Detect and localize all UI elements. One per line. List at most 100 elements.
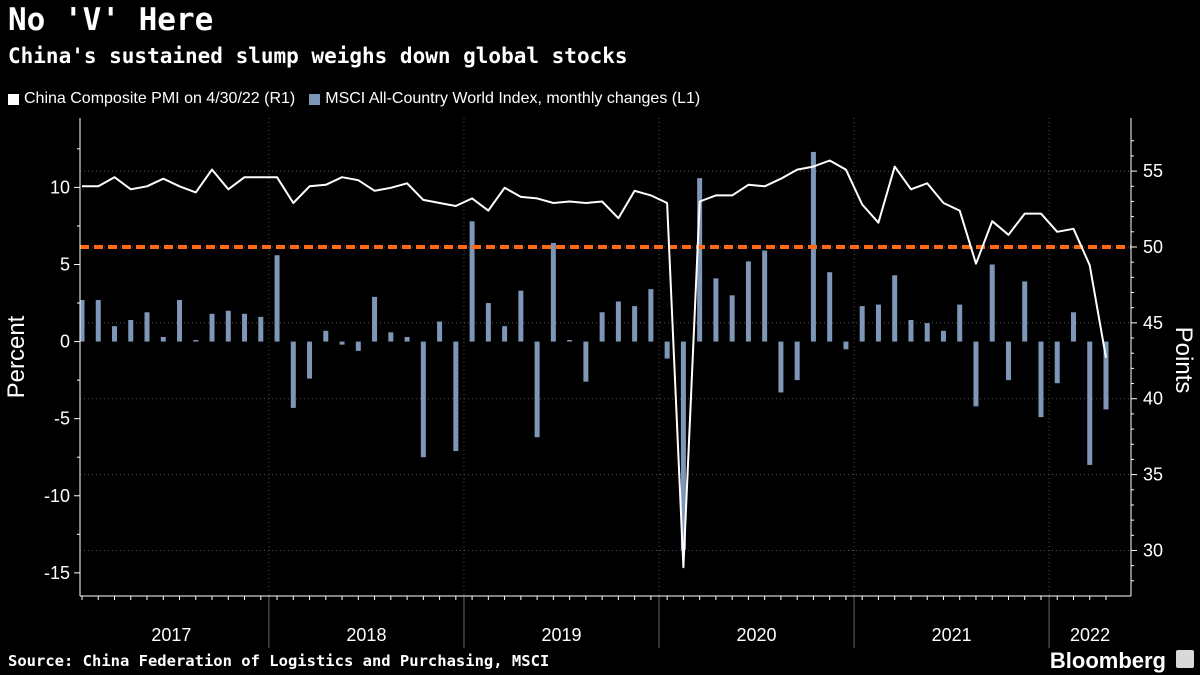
left-tick-label: -5 [54, 409, 70, 429]
x-tick-label: 2021 [932, 625, 972, 645]
legend: China Composite PMI on 4/30/22 (R1) MSCI… [8, 90, 714, 108]
bar [1022, 281, 1028, 342]
brand-logo: Bloomberg [1049, 648, 1166, 673]
right-tick-label: 40 [1143, 389, 1163, 409]
left-tick-label: -10 [44, 486, 70, 506]
bar [469, 221, 475, 342]
bar [1005, 341, 1011, 381]
bar [794, 341, 800, 381]
left-tick-label: -15 [44, 563, 70, 583]
bar [144, 312, 150, 342]
right-axis-title: Points [1170, 327, 1197, 394]
bar [892, 275, 898, 342]
bar [437, 321, 443, 342]
bar [745, 261, 751, 342]
source-note: Source: China Federation of Logistics an… [8, 652, 550, 670]
bar [973, 341, 979, 407]
bar [680, 341, 686, 550]
bar [1103, 341, 1109, 410]
right-tick-label: 50 [1143, 237, 1163, 257]
bar [372, 296, 378, 342]
bar [632, 306, 638, 342]
bar [290, 341, 296, 408]
bar [79, 299, 85, 342]
bar [502, 326, 508, 342]
bar [453, 341, 459, 452]
legend-label-msci: MSCI All-Country World Index, monthly ch… [325, 90, 701, 107]
legend-item-msci: MSCI All-Country World Index, monthly ch… [309, 90, 700, 108]
legend-swatch-pmi [8, 93, 19, 105]
left-axis-title: Percent [3, 315, 30, 398]
bar [843, 341, 849, 350]
bar [307, 341, 313, 379]
bar [485, 303, 491, 342]
bar [859, 306, 865, 342]
bar [664, 341, 670, 359]
right-tick-label: 30 [1143, 540, 1163, 560]
bar [518, 290, 524, 342]
left-tick-label: 10 [50, 177, 70, 197]
bar [567, 340, 573, 342]
bar [550, 242, 556, 342]
bar-series-msci [79, 151, 1109, 550]
bar [258, 316, 264, 342]
bar [875, 304, 881, 342]
bar [534, 341, 540, 438]
bar [420, 341, 426, 458]
bar [827, 272, 833, 342]
right-tick-label: 55 [1143, 161, 1163, 181]
bar [989, 264, 995, 342]
bar [225, 310, 231, 342]
grid-layer [80, 118, 1131, 596]
bar [778, 341, 784, 393]
bar [599, 312, 605, 342]
bar [95, 299, 101, 342]
x-tick-label: 2020 [737, 625, 777, 645]
bar [355, 341, 361, 351]
bar [713, 278, 719, 342]
bar [128, 319, 134, 342]
line-series-pmi [82, 159, 1107, 569]
bar [697, 178, 703, 342]
left-tick-label: 5 [60, 254, 70, 274]
bar [729, 295, 735, 342]
left-tick-label: 0 [60, 332, 70, 352]
legend-item-pmi: China Composite PMI on 4/30/22 (R1) [8, 90, 295, 108]
bar [177, 299, 183, 342]
bar [160, 336, 166, 342]
bar [339, 341, 345, 345]
bar [1070, 312, 1076, 342]
bar [940, 330, 946, 342]
legend-swatch-msci [309, 93, 321, 105]
bar [209, 313, 215, 342]
right-tick-label: 35 [1143, 465, 1163, 485]
bar [1038, 341, 1044, 418]
bar [924, 323, 930, 342]
bloomberg-icon [1176, 650, 1194, 668]
x-tick-label: 2017 [151, 625, 191, 645]
bar [242, 313, 248, 342]
x-tick-label: 2019 [541, 625, 581, 645]
bar [908, 319, 914, 342]
bar [1087, 341, 1093, 465]
legend-label-pmi: China Composite PMI on 4/30/22 (R1) [24, 90, 296, 107]
x-tick-label: 2018 [346, 625, 386, 645]
right-tick-label: 45 [1143, 313, 1163, 333]
bar [404, 336, 410, 342]
bar [193, 340, 199, 342]
bar [583, 341, 589, 382]
bar [274, 255, 280, 342]
bar [957, 304, 963, 342]
bar [388, 332, 394, 342]
bar [112, 326, 118, 342]
chart-subtitle: China's sustained slump weighs down glob… [8, 44, 628, 68]
bar [323, 330, 329, 342]
bar [1054, 341, 1060, 384]
bar [615, 301, 621, 342]
pmi-line [82, 159, 1107, 569]
chart-title: No 'V' Here [8, 2, 214, 38]
bar [762, 250, 768, 342]
bar [648, 289, 654, 342]
